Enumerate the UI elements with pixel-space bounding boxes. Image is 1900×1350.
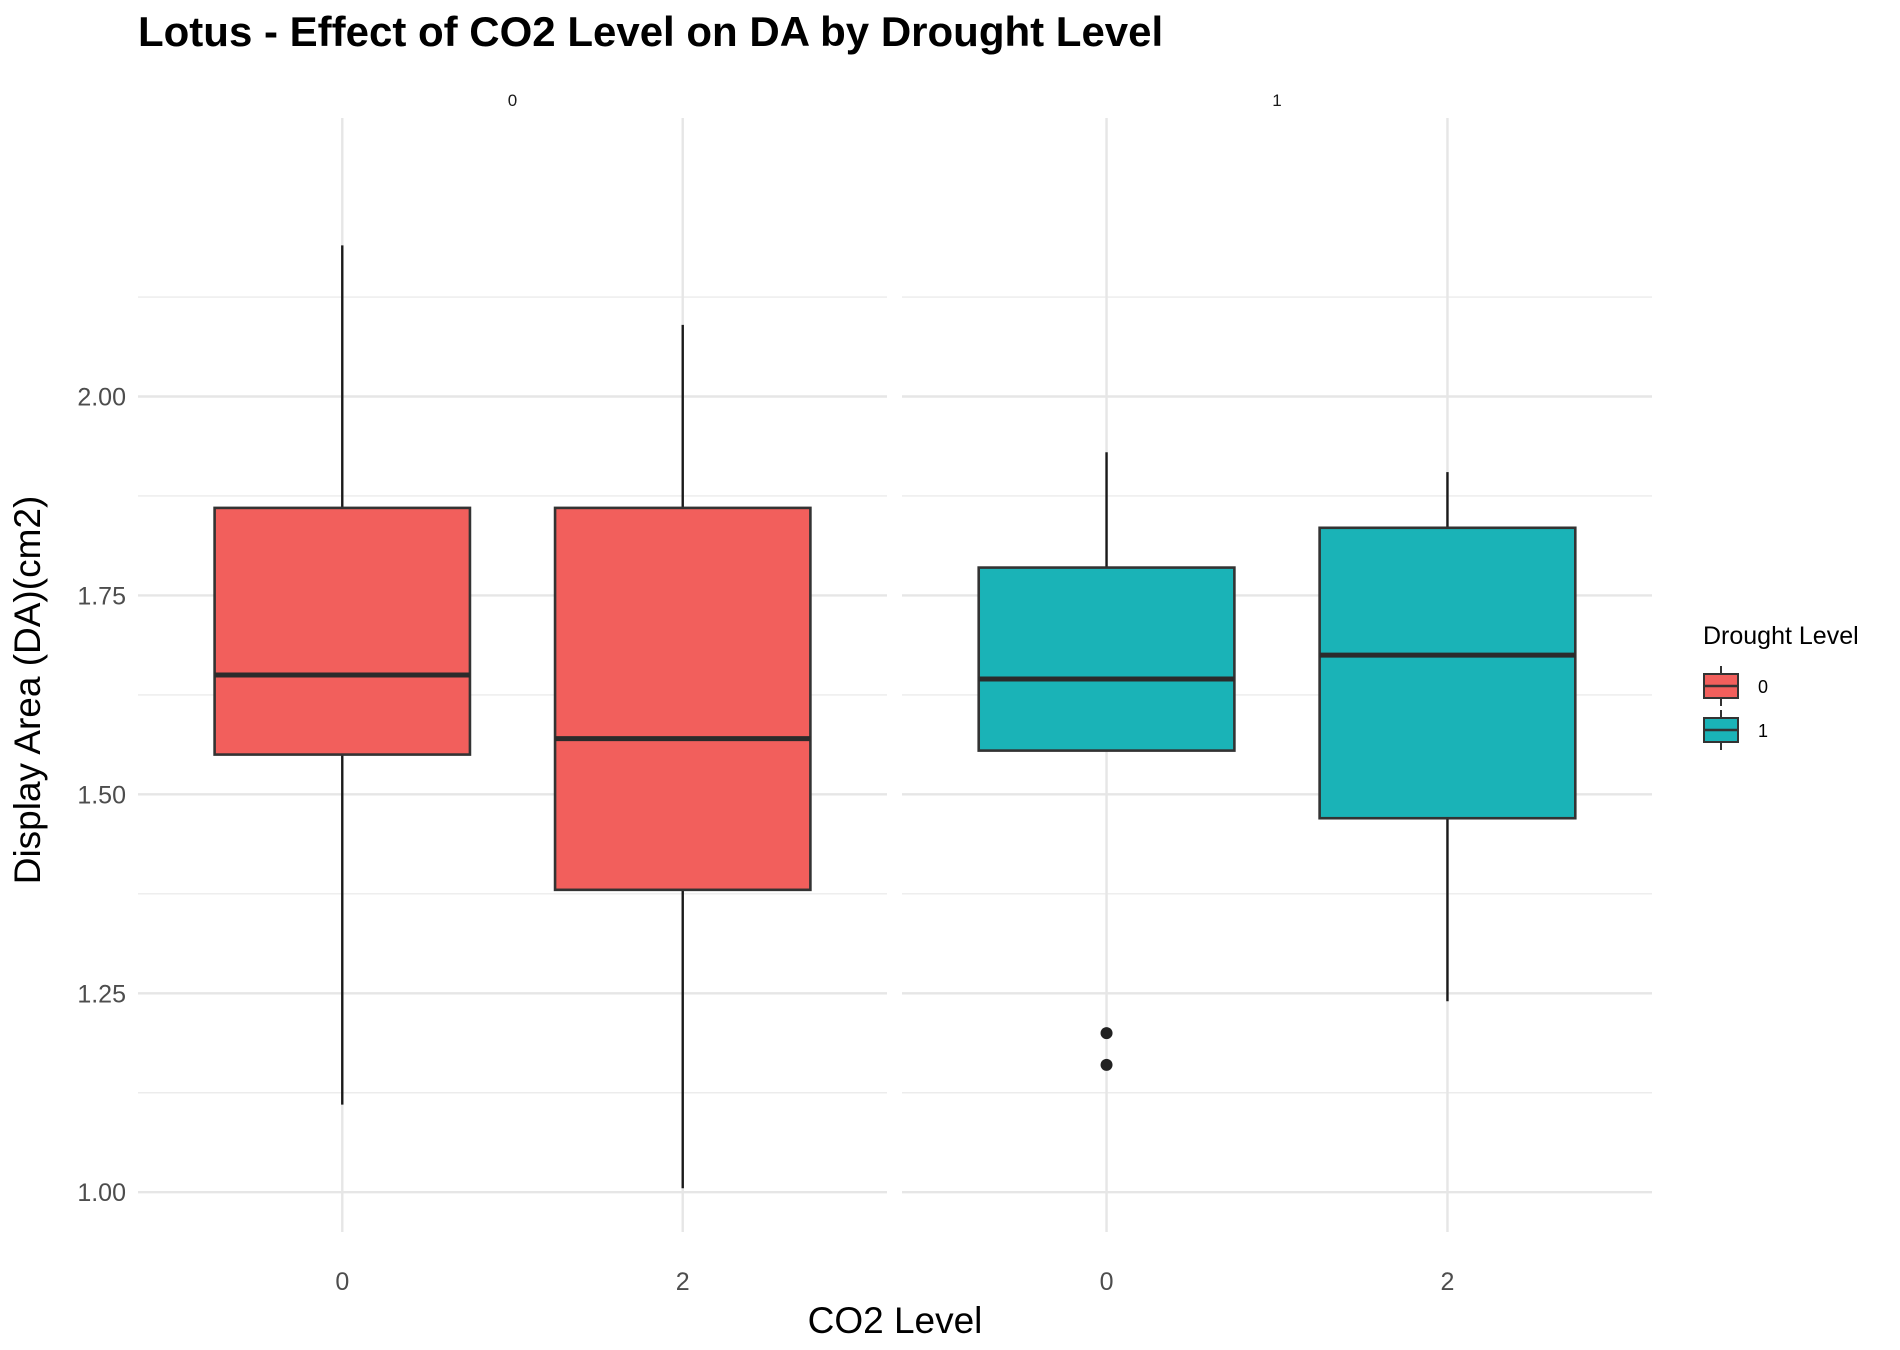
legend-title: Drought Level: [1703, 622, 1859, 650]
x-axis-title: CO2 Level: [808, 1300, 983, 1341]
legend-item-0: 0: [1703, 666, 1768, 706]
y-tick-label: 1.25: [77, 980, 126, 1008]
boxplot-1-0: [977, 452, 1236, 1071]
facet-panel-0: 0 0 2: [138, 91, 887, 1296]
legend-label: 0: [1758, 677, 1768, 697]
x-tick-label: 0: [335, 1268, 349, 1296]
boxplot-0-0: [213, 245, 472, 1105]
legend-label: 1: [1758, 721, 1768, 741]
box: [553, 506, 812, 892]
chart-title: Lotus - Effect of CO2 Level on DA by Dro…: [138, 8, 1163, 55]
x-tick-label: 2: [1441, 1268, 1455, 1296]
facet-strip-label: 0: [508, 91, 517, 110]
boxplot-0-2: [553, 324, 812, 1189]
facet-panel-1: 1 0 2: [902, 91, 1652, 1296]
box: [1318, 526, 1577, 820]
facets: 1.00 1.25 1.50 1.75 2.00 0 0 2 1 0 2: [77, 91, 1652, 1296]
y-axis-title: Display Area (DA)(cm2): [7, 496, 48, 885]
y-tick-label: 1.75: [77, 582, 126, 610]
x-tick-label: 0: [1100, 1268, 1114, 1296]
box: [213, 506, 472, 756]
facet-strip-label: 1: [1272, 91, 1281, 110]
boxplot-1-2: [1318, 472, 1577, 1002]
y-tick-label: 1.50: [77, 781, 126, 809]
y-tick-label: 2.00: [77, 384, 126, 412]
legend-item-1: 1: [1703, 710, 1768, 750]
legend: Drought Level 0 1: [1703, 622, 1859, 750]
box: [977, 566, 1236, 752]
x-tick-label: 2: [676, 1268, 690, 1296]
outlier-point: [1100, 1058, 1113, 1071]
outlier-point: [1100, 1027, 1113, 1040]
y-tick-label: 1.00: [77, 1179, 126, 1207]
